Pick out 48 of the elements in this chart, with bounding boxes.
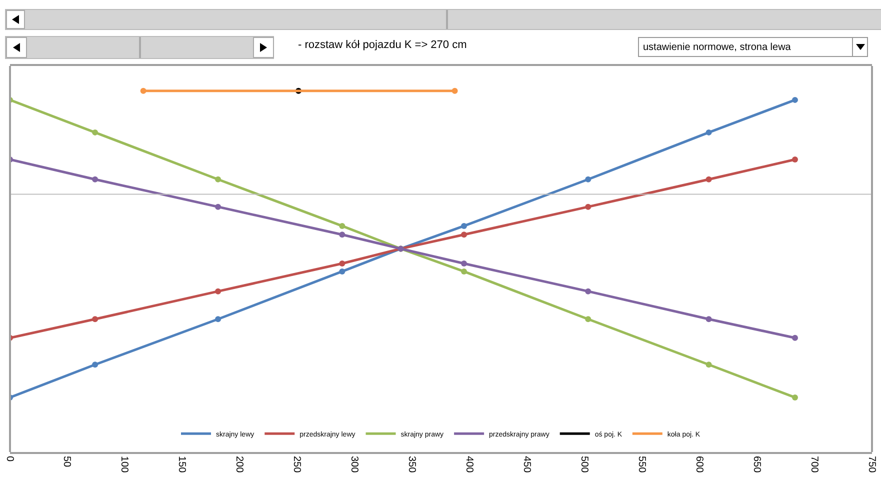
point (792, 156, 798, 163)
point (92, 362, 98, 368)
point (339, 260, 346, 267)
x-tick-label: 300 (348, 456, 360, 474)
text: - rozstaw kół pojazdu K => 270 cm (298, 39, 467, 51)
dropdown-field: ustawienie normowe, strona lewa (638, 37, 868, 57)
x-tick-label: 450 (520, 456, 532, 474)
point (585, 316, 592, 322)
point (92, 176, 98, 182)
point (706, 176, 712, 182)
x-tick-label: 50 (61, 456, 72, 468)
x-tick-label: 150 (176, 456, 188, 474)
x-tick-label: 250 (291, 456, 302, 474)
x-tick-label: 550 (636, 456, 647, 474)
point (215, 204, 222, 210)
point (339, 232, 346, 238)
point (460, 222, 467, 229)
x-tick-label: 700 (808, 456, 820, 474)
x-tick-label: 400 (463, 456, 474, 474)
point (585, 288, 592, 294)
point (339, 268, 346, 274)
point (215, 288, 222, 294)
x-tick-label: 350 (406, 456, 418, 474)
point (706, 316, 712, 322)
x-tick-label: 200 (234, 456, 245, 474)
point (792, 334, 798, 341)
point (792, 394, 798, 400)
x-tick-label: 650 (750, 456, 762, 474)
point (92, 129, 98, 136)
x-tick-label: 100 (118, 456, 130, 474)
x-tick-label: 0 (4, 456, 15, 462)
point (792, 96, 798, 103)
point (585, 176, 592, 182)
point (452, 88, 458, 94)
point (460, 232, 467, 238)
point (339, 222, 346, 229)
point (215, 176, 222, 182)
point (92, 316, 98, 322)
point (706, 129, 712, 136)
x-tick-label: 750 (866, 456, 877, 474)
point (140, 88, 146, 94)
x-tick-label: 600 (693, 456, 704, 474)
point (460, 260, 467, 267)
point (585, 204, 592, 210)
point (460, 268, 467, 274)
point (706, 362, 712, 368)
x-tick-label: 500 (578, 456, 590, 474)
point (215, 316, 222, 322)
